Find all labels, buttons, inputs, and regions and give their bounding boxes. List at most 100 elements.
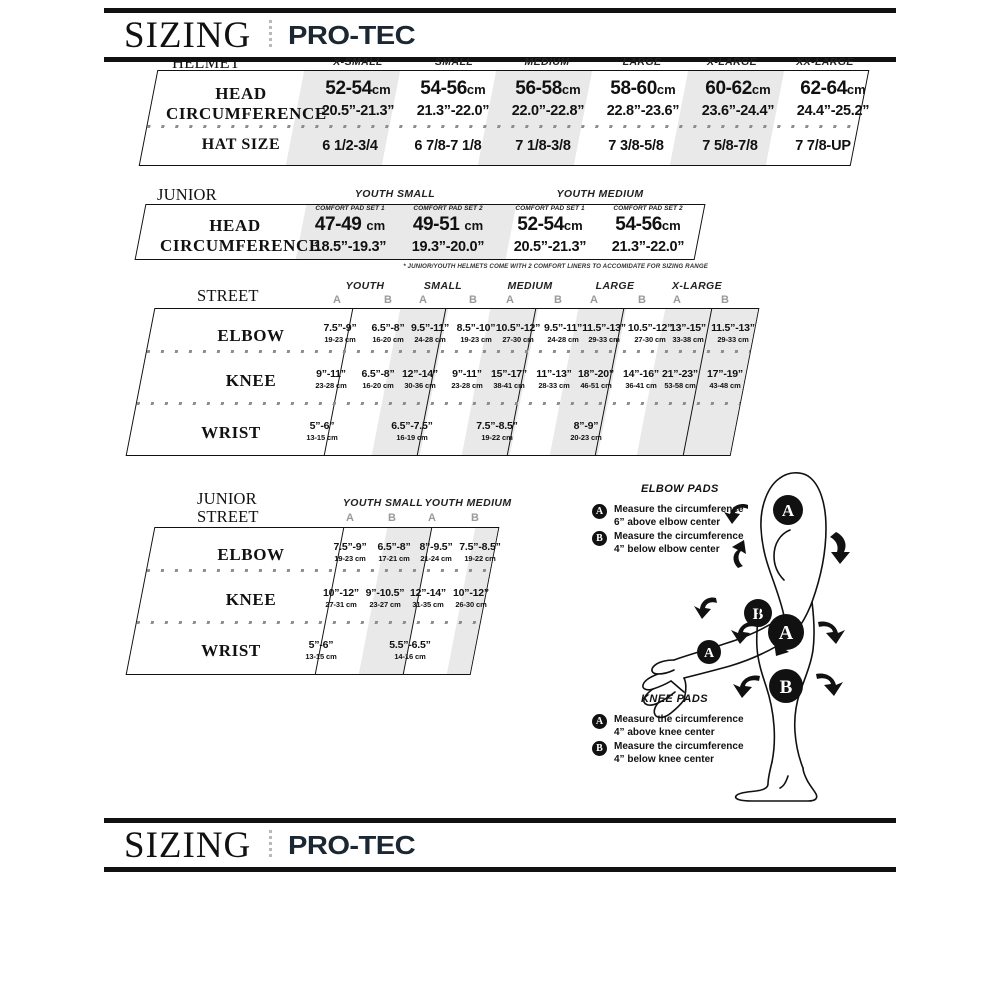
knee-pads-diagram-title: KNEE PADS [641, 693, 708, 705]
junior-street-row-label-0: ELBOW [217, 545, 285, 564]
junior-elbow-cell-1: 6.5”-8” 17-21 cm [377, 541, 411, 563]
footer-sizing-title: SIZING [124, 824, 252, 866]
helmet-cell-hat-3: 7 3/8-5/8 [608, 138, 664, 154]
street-wrist-cell-3: 8”-9” 20-23 cm [570, 420, 602, 442]
street-knee-cell-5: 11”-13” 28-33 cm [536, 368, 572, 390]
junior-street-row-label-1: KNEE [225, 590, 277, 609]
helmet-cell-hat-0: 6 1/2-3/4 [322, 138, 378, 154]
junior-wrist-cell-0: 5”-6” 13-15 cm [305, 639, 337, 661]
street-knee-cell-2: 12”-14” 30-36 cm [402, 368, 438, 390]
badge-b-icon: B [592, 531, 607, 546]
arm-badge-a-upper [773, 495, 803, 525]
helmet-col-head-4: X-LARGE [706, 56, 758, 68]
brand-logo-protec: PRO-TEC [288, 19, 416, 50]
helmet-col-head-0: X-SMALL [333, 56, 383, 68]
helmet-cell-cm-1: 54-56cm 21.3”-22.0” [416, 78, 490, 119]
street-pads-sub-6: A [590, 294, 598, 306]
knee-legend-item-0: A Measure the circumference 4” above kne… [592, 713, 782, 739]
junior-helmet-cell-2: 52-54cm 20.5”-21.3” [513, 214, 587, 255]
helmet-cell-hat-2: 7 1/8-3/8 [515, 138, 571, 154]
street-pads-sub-0: A [333, 294, 341, 306]
helmet-row-label-0: HEAD CIRCUMFERENCE [166, 84, 327, 123]
badge-b-icon: B [592, 741, 607, 756]
street-elbow-cell-3: 8.5”-10” 19-23 cm [456, 322, 496, 344]
street-elbow-cell-2: 9.5”-11” 24-28 cm [410, 322, 450, 344]
junior-helmet-group-0: YOUTH SMALL [354, 188, 436, 200]
street-knee-cell-9: 17”-19” 43-48 cm [707, 368, 743, 390]
street-pads-row-label-0: ELBOW [217, 326, 285, 345]
elbow-legend-text-0: Measure the circumference 6” above elbow… [614, 504, 744, 529]
footer-banner: SIZING PRO-TEC [104, 818, 896, 872]
street-elbow-cell-5: 9.5”-11” 24-28 cm [543, 322, 583, 344]
junior-street-group-0: YOUTH SMALL [342, 497, 424, 509]
junior-helmet-cell-1: 49-51 cm 19.3”-20.0” [411, 214, 485, 255]
arm-badge-a-lower [697, 640, 721, 664]
street-knee-cell-7: 14”-16” 36-41 cm [623, 368, 659, 390]
elbow-legend-item-1: B Measure the circumference 4” below elb… [592, 530, 782, 556]
street-pads-sub-7: B [638, 294, 646, 306]
street-knee-cell-1: 6.5”-8” 16-20 cm [361, 368, 395, 390]
leg-badge-b [769, 669, 803, 703]
junior-helmet-row-label: HEAD CIRCUMFERENCE [160, 216, 321, 255]
street-elbow-cell-9: 11.5”-13” 29-33 cm [711, 322, 755, 344]
svg-text:A: A [704, 646, 715, 661]
helmet-cell-cm-3: 58-60cm 22.8”-23.6” [606, 78, 680, 119]
street-wrist-cell-1: 6.5”-7.5” 16-19 cm [391, 420, 433, 442]
helmet-cell-hat-1: 6 7/8-7 1/8 [414, 138, 482, 154]
footer-rule-top [104, 818, 896, 823]
knee-legend-text-1: Measure the circumference 4” below knee … [614, 741, 744, 766]
arrow-glyphs [731, 621, 845, 698]
helmet-cell-cm-2: 56-58cm 22.0”-22.8” [511, 78, 585, 119]
street-knee-cell-3: 9”-11” 23-28 cm [451, 368, 483, 390]
helmet-cell-cm-4: 60-62cm 23.6”-24.4” [701, 78, 775, 119]
street-pads-sub-2: A [419, 294, 427, 306]
helmet-col-head-5: XX-LARGE [796, 56, 854, 68]
street-pads-group-1: SMALL [423, 280, 463, 292]
street-pads-sub-1: B [384, 294, 392, 306]
elbow-legend-item-0: A Measure the circumference 6” above elb… [592, 503, 782, 529]
junior-helmet-footnote: * JUNIOR/YOUTH HELMETS COME WITH 2 COMFO… [403, 263, 708, 270]
street-wrist-cell-0: 5”-6” 13-15 cm [306, 420, 338, 442]
street-knee-cell-0: 9”-11” 23-28 cm [315, 368, 347, 390]
junior-helmet-padset-0: COMFORT PAD SET 1 [315, 205, 385, 212]
svg-text:A: A [782, 501, 795, 520]
junior-helmet-cell-3: 54-56cm 21.3”-22.0” [611, 214, 685, 255]
street-elbow-cell-8: 13”-15” 33-38 cm [670, 322, 706, 344]
street-pads-row-label-2: WRIST [201, 423, 261, 442]
street-knee-cell-8: 21”-23” 53-58 cm [662, 368, 698, 390]
helmet-cell-hat-5: 7 7/8-UP [795, 138, 851, 154]
street-pads-sub-3: B [469, 294, 477, 306]
junior-helmet-padset-2: COMFORT PAD SET 1 [515, 205, 585, 212]
helmet-col-head-1: SMALL [434, 56, 474, 68]
junior-street-sub-2: A [428, 512, 436, 524]
svg-text:A: A [779, 622, 794, 644]
junior-helmet-padset-3: COMFORT PAD SET 2 [613, 205, 683, 212]
street-elbow-cell-6: 11.5”-13” 29-33 cm [582, 322, 626, 344]
elbow-legend-text-1: Measure the circumference 4” below elbow… [614, 531, 744, 556]
street-elbow-cell-4: 10.5”-12” 27-30 cm [495, 322, 541, 344]
svg-text:B: B [780, 677, 793, 698]
junior-knee-cell-3: 10”-12” 26-30 cm [453, 587, 489, 609]
junior-knee-cell-1: 9”-10.5” 23-27 cm [365, 587, 405, 609]
junior-helmet-padset-1: COMFORT PAD SET 2 [413, 205, 483, 212]
junior-knee-cell-0: 10”-12” 27-31 cm [323, 587, 359, 609]
street-wrist-cell-2: 7.5”-8.5” 19-22 cm [476, 420, 518, 442]
banner-dot-separator [269, 20, 273, 50]
street-elbow-cell-1: 6.5”-8” 16-20 cm [371, 322, 405, 344]
street-pads-sub-9: B [721, 294, 729, 306]
helmet-cell-hat-4: 7 5/8-7/8 [702, 138, 758, 154]
header-banner: SIZING PRO-TEC [104, 8, 896, 62]
junior-helmet-cell-0: 47-49 cm 18.5”-19.3” [313, 214, 387, 255]
leg-figure-illustration: A B [731, 601, 845, 802]
junior-elbow-cell-0: 7.5”-9” 19-23 cm [333, 541, 367, 563]
footer-dot-separator [269, 830, 273, 860]
street-pads-sub-5: B [554, 294, 562, 306]
street-pads-group-0: YOUTH [345, 280, 385, 292]
junior-knee-cell-2: 12”-14” 31-35 cm [410, 587, 446, 609]
street-pads-row-label-1: KNEE [225, 371, 277, 390]
banner-rule-bottom [104, 57, 896, 62]
junior-street-sub-0: A [346, 512, 354, 524]
banner-rule-top [104, 8, 896, 13]
footer-brand-logo-protec: PRO-TEC [288, 829, 416, 860]
helmet-row-label-1: HAT SIZE [201, 136, 281, 153]
